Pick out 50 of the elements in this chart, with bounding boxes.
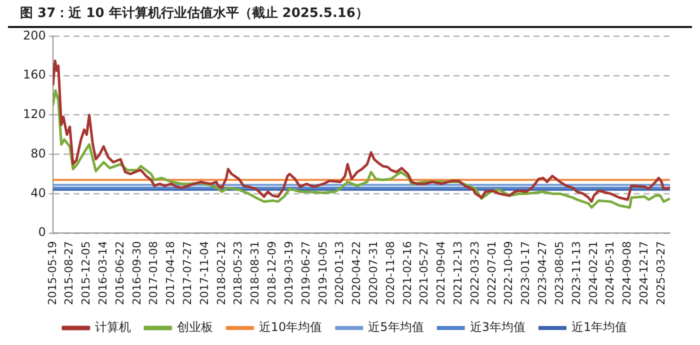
x-tick-label: 2015-12-05 bbox=[80, 241, 93, 306]
x-tick-label: 2020-07-31 bbox=[366, 241, 380, 306]
legend-label: 近1年均值 bbox=[571, 320, 628, 334]
y-tick-label: 200 bbox=[23, 28, 46, 42]
x-tick-label: 2018-12-09 bbox=[266, 241, 279, 306]
x-tick-label: 2021-12-13 bbox=[452, 241, 465, 306]
x-tick-label: 2017-07-27 bbox=[181, 241, 194, 306]
x-tick-label: 2019-06-27 bbox=[299, 241, 312, 306]
x-tick-label: 2015-08-27 bbox=[62, 241, 76, 306]
y-tick-label: 80 bbox=[30, 146, 46, 160]
x-tick-label: 2020-01-13 bbox=[333, 241, 346, 306]
y-tick-label: 160 bbox=[23, 68, 46, 82]
x-tick-label: 2018-05-23 bbox=[232, 241, 245, 306]
x-tick-label: 2017-11-04 bbox=[198, 241, 211, 306]
legend-label: 计算机 bbox=[94, 320, 131, 334]
x-tick-label: 2016-09-30 bbox=[130, 241, 144, 306]
x-tick-label: 2023-11-13 bbox=[570, 241, 583, 306]
y-tick-label: 40 bbox=[30, 186, 46, 200]
x-tick-label: 2022-07-01 bbox=[485, 241, 498, 306]
x-tick-label: 2017-01-08 bbox=[147, 241, 160, 306]
x-tick-label: 2021-09-04 bbox=[434, 241, 448, 306]
x-tick-label: 2023-08-05 bbox=[552, 241, 566, 306]
x-tick-label: 2021-02-16 bbox=[400, 241, 414, 306]
legend-label: 创业板 bbox=[176, 320, 213, 334]
x-tick-label: 2024-12-17 bbox=[638, 241, 650, 306]
y-tick-label: 120 bbox=[23, 107, 46, 122]
x-tick-label: 2020-11-08 bbox=[384, 241, 397, 306]
x-tick-label: 2018-02-12 bbox=[214, 241, 228, 306]
x-tick-label: 2016-03-14 bbox=[96, 241, 110, 306]
x-tick-label: 2017-04-18 bbox=[164, 241, 178, 306]
x-tick-label: 2024-09-08 bbox=[620, 241, 634, 306]
x-tick-label: 2015-05-19 bbox=[46, 241, 59, 306]
x-tick-label: 2021-05-27 bbox=[418, 241, 431, 306]
legend-label: 近5年均值 bbox=[368, 320, 424, 334]
x-tick-label: 2024-05-31 bbox=[604, 241, 617, 306]
legend-label: 近10年均值 bbox=[258, 320, 322, 334]
x-tick-label: 2022-10-09 bbox=[502, 241, 516, 306]
y-tick-label: 0 bbox=[38, 225, 46, 240]
chart-title: 图 37：近 10 年计算机行业估值水平（截止 2025.5.16） bbox=[8, 2, 692, 28]
x-tick-label: 2024-02-21 bbox=[586, 241, 600, 306]
x-tick-label: 2020-04-22 bbox=[350, 241, 364, 306]
x-tick-label: 2019-03-19 bbox=[282, 241, 296, 306]
x-tick-label: 2018-08-31 bbox=[248, 241, 262, 306]
x-tick-label: 2019-10-05 bbox=[316, 241, 330, 306]
legend-label: 近3年均值 bbox=[470, 320, 526, 334]
x-tick-label: 2025-03-27 bbox=[654, 241, 668, 306]
x-tick-label: 2023-04-27 bbox=[536, 241, 550, 306]
x-tick-label: 2022-03-23 bbox=[468, 241, 482, 306]
x-tick-label: 2016-06-22 bbox=[113, 241, 126, 306]
x-tick-label: 2023-01-17 bbox=[519, 241, 532, 306]
